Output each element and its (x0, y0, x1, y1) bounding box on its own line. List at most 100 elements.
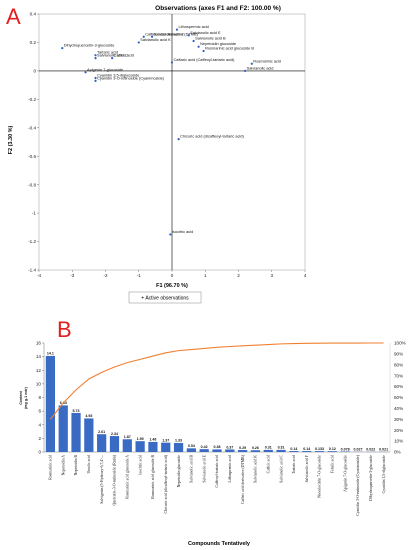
scatter-point (61, 47, 64, 50)
bar-category-label: Quercetin-3-O-rutinoside (Rutin) (113, 454, 117, 505)
scatter-point-label: Tartaric acid (97, 50, 118, 55)
bar-x-axis-label: Compounds Tentatively (188, 541, 251, 547)
bar-y2-tick-label: 50% (394, 395, 403, 400)
bar (289, 451, 299, 452)
bar-category-label: Caffeoyl-tartaric acid (215, 455, 219, 488)
bar-value-label: 1.48 (149, 438, 156, 442)
scatter-point (94, 54, 97, 57)
bar-category-label: Apigenin 7-O-glucoside (343, 455, 347, 492)
x-tick-label: 4 (304, 273, 307, 278)
bar-category-label: Salvianolic acid B (190, 455, 194, 483)
scatter-point (111, 56, 114, 60)
scatter-point-label: Salvianolic acid (247, 65, 274, 70)
bar (135, 441, 145, 452)
bar (212, 449, 222, 452)
scatter-point (170, 61, 174, 64)
scatter-point-label: Caftaric acid (Caffeoyl-tartaric acid) (174, 57, 236, 62)
bar-value-label: 0.29 (239, 446, 246, 450)
bar-y-tick-label: 10 (36, 381, 42, 386)
bar-y2-tick-label: 60% (394, 384, 403, 389)
cumulative-percent-line (49, 342, 384, 420)
panel-b-letter: B (57, 317, 72, 342)
bar (263, 449, 273, 452)
bar (302, 451, 312, 452)
bar-category-label: Rosmarinic acid glucoside A (125, 455, 129, 499)
scatter-point (175, 28, 179, 31)
bar-y-tick-label: 2 (38, 436, 41, 441)
x-tick-label: -2 (103, 273, 108, 278)
scatter-point-label: Apigenin 7-glucoside (87, 67, 123, 72)
bar-value-label: 0.078 (341, 447, 350, 451)
bar-value-label: 0.022 (366, 448, 375, 452)
scatter-point-label: Cyanidin 3-O-rutinoside (Cyanimoside) (97, 75, 165, 80)
bar-y2-tick-label: 100% (394, 341, 406, 346)
bar (97, 434, 107, 452)
bar-value-label: 0.31 (278, 446, 285, 450)
bar-category-label: Dihydroquercetin-3-glucoside (369, 455, 373, 501)
bar (276, 449, 286, 452)
bar-value-label: 1.33 (175, 439, 182, 443)
bar-category-label: Salvianolic acid E (202, 454, 206, 482)
bar-y2-tick-label: 90% (394, 352, 403, 357)
bar-y-axis-label: Content (mg g-1 extr) (19, 386, 28, 409)
scatter-y-axis-label: F2 (3.30 %) (8, 125, 14, 154)
bar-category-label: Ursolic acid (87, 455, 91, 474)
bar-category-label: Chicoric acid (dicaffeoyl-tartaric acid) (164, 454, 168, 513)
bar-y-tick-label: 6 (38, 409, 41, 414)
bar-value-label: 0.021 (379, 448, 388, 452)
scatter-point (169, 233, 172, 236)
bar-category-label: Caffeic acid (266, 455, 270, 473)
bar (327, 451, 337, 452)
y-tick-label: -1 (32, 211, 37, 216)
bar-value-label: 0.12 (329, 447, 336, 451)
bar-category-label: Cyanidin 3,5-diglucoside (382, 455, 387, 494)
scatter-point-label: Salvianolic acid 2 (154, 31, 184, 36)
bar-y-tick-label: 4 (38, 422, 41, 427)
bar-category-label: Rosmarinic acid (49, 455, 53, 480)
bar-y2-tick-label: 40% (394, 406, 403, 411)
scatter-point-label: Rosmarinic acid (253, 58, 281, 63)
bar-category-label: Lithospermic acid (228, 455, 232, 483)
bar-value-label: 0.26 (252, 446, 259, 450)
x-tick-label: 3 (270, 273, 273, 278)
scatter-point-label: Nepetoidin glucoside (200, 41, 236, 46)
bar-category-label: Caffeic acid derivative (DTMB) (241, 454, 245, 504)
bar-value-label: 0.14 (290, 447, 297, 451)
bar-value-label: 1.37 (162, 438, 169, 442)
bar-value-label: 1.59 (137, 437, 144, 441)
bar (238, 450, 248, 452)
bar-category-label: Nepetoidin A (61, 455, 65, 476)
cumulative-line (49, 342, 384, 420)
bar-category-label: Salvigenin (5-Hydroxy-6,7,4'-... (100, 455, 105, 504)
bar-category-label: Salvianolic acid F (305, 455, 309, 482)
scatter-point-label: Isocitric acid (172, 229, 193, 234)
panel-a-letter: A (6, 4, 21, 29)
scatter-point-label: Lithospermic acid (178, 24, 208, 29)
scatter-point (84, 71, 87, 74)
scatter-point (94, 56, 97, 60)
bar-y2-tick-label: 30% (394, 417, 403, 422)
bar (109, 436, 120, 452)
scatter-points: Dihydroquercetin-3-glucoside Salvianolic … (61, 24, 281, 236)
scatter-point (150, 35, 154, 38)
bar-value-label: 0.133 (315, 447, 324, 451)
bar-y2-tick-label: 10% (394, 439, 403, 444)
bar-y2-tick-label: 20% (394, 428, 403, 433)
scatter-point (94, 76, 97, 80)
bar-category-label: Nepetoidin B (74, 455, 78, 476)
bar-y-tick-label: 8 (38, 395, 41, 400)
bar (58, 405, 68, 452)
bar-value-label: 2.61 (98, 430, 105, 434)
bar (314, 451, 325, 452)
scatter-point-label: Cyanidin 3,5-diglucoside (97, 73, 139, 78)
x-tick-label: -4 (37, 273, 42, 278)
bar-value-label: 0.027 (353, 448, 362, 452)
bar (250, 450, 261, 452)
bar (173, 442, 184, 452)
scatter-point (94, 79, 97, 82)
scatter-point (137, 41, 140, 44)
scatter-point (192, 39, 195, 43)
